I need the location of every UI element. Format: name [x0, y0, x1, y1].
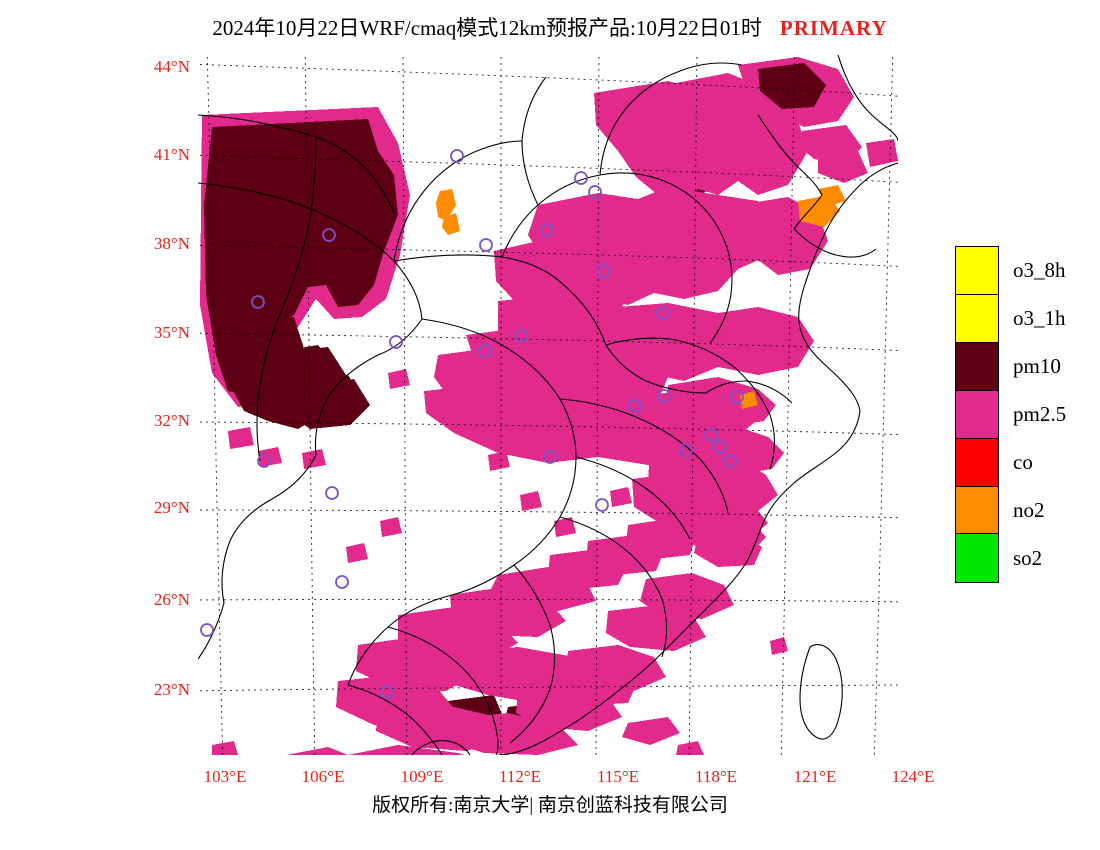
station-markers: [200, 149, 744, 699]
pollutant-field-no2: [436, 185, 846, 409]
legend-item-pm10[interactable]: pm10: [955, 341, 1066, 391]
axis-label-x-3: 112°E: [498, 767, 542, 786]
legend-label-so2: so2: [1013, 545, 1043, 570]
title-primary: PRIMARY: [779, 16, 888, 40]
legend-label-co: co: [1013, 449, 1033, 474]
axis-label-y-4: 32°N: [153, 411, 190, 430]
axis-label-x-4: 115°E: [596, 767, 640, 786]
axis-label-x-7: 124°E: [891, 767, 935, 786]
axis-label-y-0: 44°N: [153, 57, 190, 76]
legend-label-pm25: pm2.5: [1013, 401, 1067, 426]
page-title: 2024年10月22日WRF/cmaq模式12km预报产品:10月22日01时 P…: [0, 12, 1100, 42]
map-gridlines: [198, 55, 898, 755]
legend-item-no2[interactable]: no2: [955, 485, 1066, 535]
title-main: 2024年10月22日WRF/cmaq模式12km预报产品:10月22日01时: [212, 16, 762, 40]
legend-swatch-o3-1h: [955, 293, 999, 343]
axis-label-y-2: 38°N: [153, 234, 190, 253]
axis-label-y-3: 35°N: [153, 323, 190, 342]
axis-label-x-6: 121°E: [793, 767, 837, 786]
axis-label-x-5: 118°E: [694, 767, 738, 786]
legend-swatch-so2: [955, 533, 999, 583]
legend-swatch-pm25: [955, 389, 999, 439]
legend: o3_8h o3_1h pm10 pm2.5 co no2 so2: [955, 245, 1067, 583]
legend-label-pm10: pm10: [1013, 353, 1061, 378]
legend-swatch-pm10: [955, 341, 999, 391]
legend-swatch-no2: [955, 485, 999, 535]
legend-label-o3-1h: o3_1h: [1013, 305, 1066, 330]
axis-label-y-1: 41°N: [153, 145, 190, 164]
axis-label-y-6: 26°N: [153, 590, 190, 609]
legend-swatch-o3-8h: [955, 245, 999, 295]
legend-item-o3-1h[interactable]: o3_1h: [955, 293, 1066, 343]
legend-label-no2: no2: [1013, 497, 1045, 522]
axis-label-y-7: 23°N: [153, 680, 190, 699]
axis-label-x-1: 106°E: [301, 767, 345, 786]
axis-label-x-0: 103°E: [203, 767, 247, 786]
axis-label-y-5: 29°N: [153, 498, 190, 517]
axis-label-x-2: 109°E: [400, 767, 444, 786]
legend-swatch-co: [955, 437, 999, 487]
copyright-footer: 版权所有:南京大学| 南京创蓝科技有限公司: [372, 795, 728, 816]
legend-item-so2[interactable]: so2: [955, 533, 1066, 583]
map-boundaries: [198, 55, 898, 755]
forecast-map[interactable]: [198, 55, 898, 755]
legend-item-co[interactable]: co: [955, 437, 1066, 487]
legend-label-o3-8h: o3_8h: [1013, 257, 1066, 282]
legend-item-o3-8h[interactable]: o3_8h: [955, 245, 1066, 295]
legend-item-pm25[interactable]: pm2.5: [955, 389, 1067, 439]
pollutant-field-pm25: [200, 57, 898, 755]
